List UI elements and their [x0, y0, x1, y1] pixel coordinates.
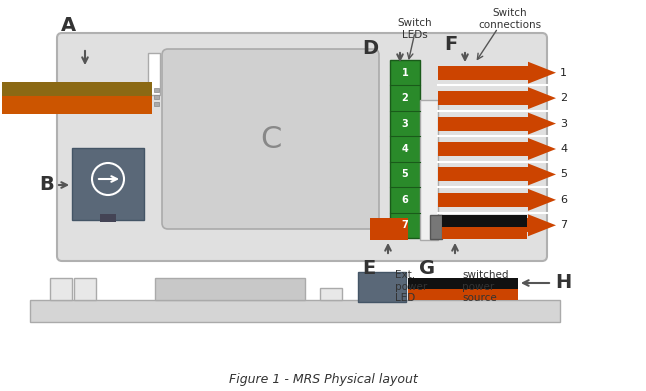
Text: 5: 5 — [402, 169, 408, 179]
Bar — [370, 218, 408, 240]
FancyBboxPatch shape — [162, 49, 379, 229]
Polygon shape — [528, 189, 556, 211]
Bar — [72, 148, 144, 220]
Polygon shape — [528, 138, 556, 160]
Bar — [438, 167, 528, 181]
Text: Figure 1 - MRS Physical layout: Figure 1 - MRS Physical layout — [229, 373, 417, 386]
Bar — [2, 82, 152, 96]
Bar — [148, 53, 160, 95]
Bar — [442, 215, 527, 227]
Bar — [155, 278, 305, 300]
Text: F: F — [444, 36, 458, 54]
Polygon shape — [528, 87, 556, 109]
Text: 6: 6 — [560, 195, 567, 205]
Text: Ext.
power
LED: Ext. power LED — [395, 270, 427, 303]
Bar — [100, 214, 116, 222]
Bar — [438, 91, 528, 105]
Text: A: A — [61, 16, 76, 35]
Text: G: G — [419, 258, 435, 278]
Text: H: H — [555, 273, 571, 292]
Bar — [438, 218, 528, 232]
Text: 7: 7 — [560, 220, 567, 230]
Text: 7: 7 — [402, 220, 408, 230]
Text: C: C — [260, 124, 281, 154]
Bar — [390, 60, 420, 238]
Bar — [320, 288, 342, 300]
Text: 4: 4 — [402, 144, 408, 154]
Bar — [30, 300, 560, 322]
Text: E: E — [362, 258, 375, 278]
Text: switched
power
source: switched power source — [462, 270, 508, 303]
Text: Switch
LEDs: Switch LEDs — [398, 18, 432, 39]
Text: 2: 2 — [402, 93, 408, 103]
Bar — [154, 88, 159, 92]
Bar — [420, 100, 438, 240]
Bar — [438, 193, 528, 207]
FancyBboxPatch shape — [57, 33, 547, 261]
Bar — [2, 96, 152, 114]
Bar — [442, 227, 527, 239]
Text: 6: 6 — [402, 195, 408, 205]
Text: B: B — [39, 176, 54, 194]
Bar — [430, 215, 442, 239]
Bar — [438, 66, 528, 80]
Text: 1: 1 — [560, 68, 567, 78]
Polygon shape — [528, 113, 556, 135]
Text: D: D — [362, 38, 378, 57]
Polygon shape — [528, 62, 556, 84]
Text: 2: 2 — [560, 93, 567, 103]
Text: 3: 3 — [560, 118, 567, 129]
Bar — [438, 142, 528, 156]
Bar — [408, 289, 518, 300]
Bar — [408, 278, 518, 289]
Text: 1: 1 — [402, 68, 408, 78]
Text: 3: 3 — [402, 118, 408, 129]
Polygon shape — [528, 214, 556, 236]
Bar — [154, 95, 159, 99]
Text: 5: 5 — [560, 169, 567, 179]
Bar — [438, 117, 528, 131]
Bar — [154, 102, 159, 106]
Text: 4: 4 — [560, 144, 567, 154]
Bar — [74, 278, 96, 300]
Polygon shape — [528, 163, 556, 185]
Text: Switch
connections: Switch connections — [479, 8, 541, 30]
Bar — [358, 272, 406, 302]
Bar — [50, 278, 72, 300]
